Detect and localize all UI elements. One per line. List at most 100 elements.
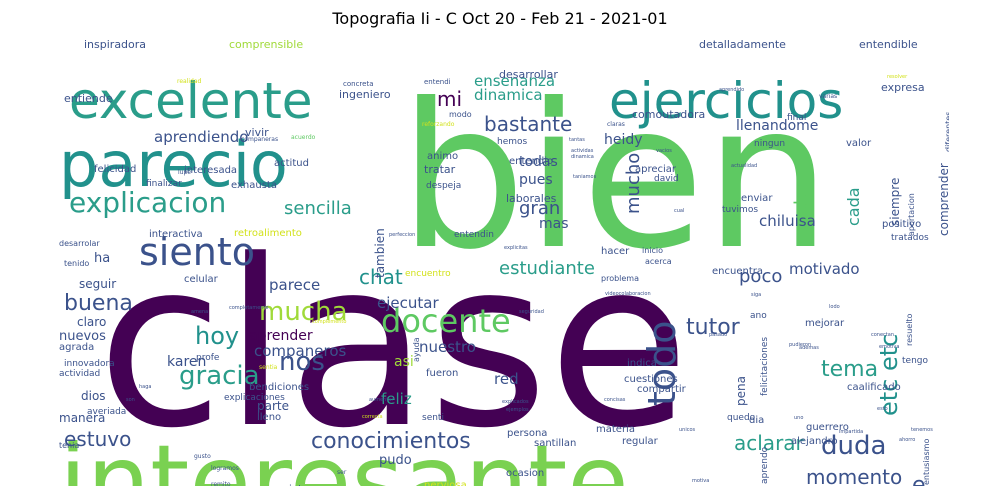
word-explicados: explicados [502,399,529,405]
word-lleno: lleno [257,412,281,423]
word-realidad: realidad [177,78,202,85]
word-alejandro: alejandro [791,436,838,447]
word-concisas: concisas [604,397,626,403]
word-aprendiendo: aprendiendo [154,128,248,146]
word-estuvo: estuvo [64,427,131,451]
word-pudieron: pudieron [789,342,811,348]
word-explicitas: explicitas [504,245,528,251]
word-gran: gran [519,198,560,219]
word-ser: ser [337,469,347,476]
word-innovadora: innovadora [64,359,115,369]
word-positivo: positivo [882,219,921,230]
word-profe: profe [196,353,220,363]
word-tantas: tantas [569,137,585,143]
word-tema: tema [821,357,878,382]
word-felicidad: felicidad [94,164,136,175]
word-gusto: gusto [194,453,211,460]
word-tuvimos: tuvimos [722,205,758,215]
word-lupe: lupe [178,169,191,176]
word-interesante: interesante [59,423,629,486]
word-inicio: inicio [642,246,663,255]
word-nos: nos [279,347,325,377]
word-pues: pues [519,172,553,188]
word-clase: clase [97,212,690,479]
word-actividad: actividad [59,369,100,379]
word-modo: modo [449,110,472,119]
word-siento: siento [139,230,255,274]
word-apreciar: apreciar [635,164,677,175]
word-expresa: expresa [881,81,925,94]
word-momento: momento [806,465,902,486]
word-tratar: tratar [424,163,456,176]
word-aumentar: aumentar [369,397,394,403]
word-santillan: santillan [534,438,576,449]
word-regular: regular [622,436,659,447]
word-parecio: parecio [59,128,288,201]
word-claro: claro [77,315,106,329]
word-cuestiones: cuestiones [624,374,678,385]
word-uno: uno [794,415,803,421]
word-concreta: concreta [343,80,373,88]
word-actividas: actividas [571,148,594,154]
chart-title: Topografia Ii - C Oct 20 - Feb 21 - 2021… [332,9,668,28]
word-hemos: hemos [497,137,528,147]
word-actitud: actitud [274,158,309,169]
word-tutor: tutor [686,315,741,340]
word-estudiante: estudiante [499,258,595,279]
word-mi: mi [437,87,462,111]
word-reforzando: reforzando [422,121,455,128]
word-averiada: averiada [87,407,126,417]
word-desarrolar: desarrolar [59,239,100,248]
word-todo: todo [640,320,684,406]
word-felicitaciones: felicitaciones [760,337,770,396]
word-e: e [912,473,926,486]
word-bastante: bastante [484,112,572,136]
word-explicacion: explicacion [69,186,226,219]
word-asi: asi [394,354,414,370]
word-persona: persona [507,428,547,439]
word-pudo: pudo [379,453,412,468]
word-guerrero: guerrero [806,422,849,433]
word-finalizar: finalizar [146,179,182,189]
word-mas: mas [539,216,569,232]
word-acerca: acerca [645,257,672,266]
word-bien: bien [399,61,831,294]
word-encuentro: encuentro [405,269,451,279]
word-llenandome: llenandome [736,118,818,134]
word-final: final [787,113,806,123]
word-parte: parte [257,399,289,413]
word-aprendido: aprendido [719,87,744,93]
word-valor: valor [846,138,872,149]
word-nerviosa: nerviosa [424,480,467,486]
word-siga: siga [751,292,761,298]
word-ensenanza: ensenanza [474,72,555,90]
word-entendio: entendio [509,156,553,167]
word-entendible: entendible [859,38,918,51]
word-taniamos: taniamos [573,174,597,180]
word-seguridad: seguridad [519,309,544,315]
word-ingeniero: ingeniero [339,88,391,101]
word-karen: karen [167,354,206,370]
word-tambien: tambien [373,228,387,278]
word-vacios: vacios [656,148,672,154]
word-logramos: logramos [211,465,239,472]
word-entendin: entendin [454,230,494,240]
word-completamente: completamente [229,305,269,311]
word-red: red [494,370,519,388]
word-siempre: siempre [888,178,902,226]
word-interesada: interesada [184,165,237,176]
word-caalificado: caalificado [847,382,901,393]
word-dinamica: dinamica [474,86,543,104]
word-animo: animo [427,151,458,162]
word-varias: varias [819,93,837,100]
word-aprendo: aprendo [760,446,770,484]
word-pena: pena [734,376,748,406]
word-companeros: companeros [254,342,346,360]
word-david: david [654,174,679,184]
word-perfeccion: perfeccion [389,232,415,238]
word-buena: buena [64,291,133,316]
word-detalladamente: detalladamente [699,38,786,51]
word-aclarar: aclarar [734,431,805,455]
word-comprender: comprender [937,163,949,236]
